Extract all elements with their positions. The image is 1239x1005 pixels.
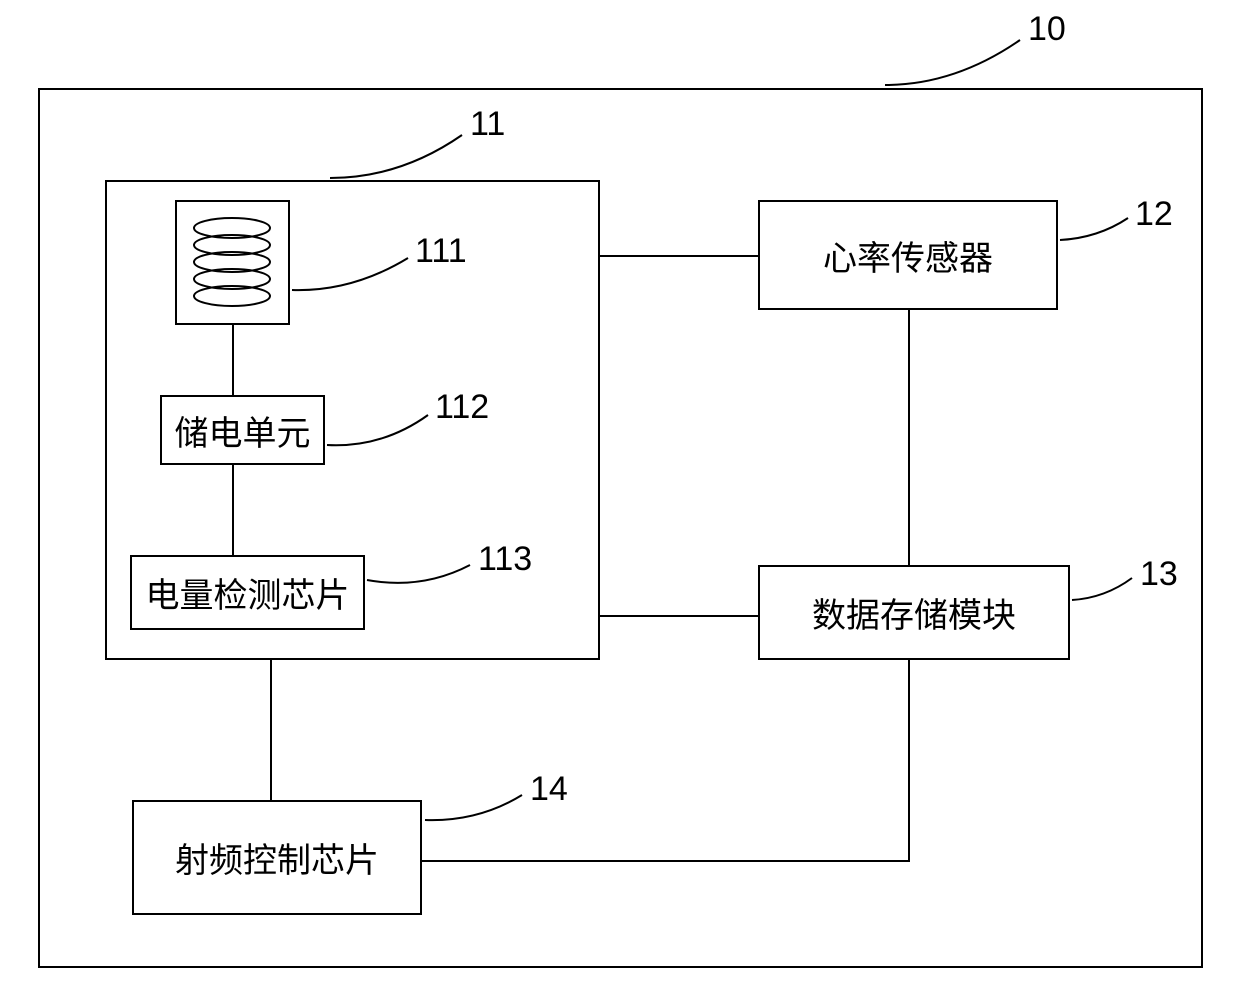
diagram-canvas: 储电单元 电量检测芯片 心率传感器 数据存储模块 射频控制芯片 10 11 11… [0,0,1239,1005]
label-111: 111 [415,232,467,271]
label-10: 10 [1028,10,1066,49]
label-12: 12 [1135,195,1173,234]
label-112: 112 [435,388,489,427]
label-11: 11 [470,105,505,144]
label-13: 13 [1140,555,1178,594]
label-113: 113 [478,540,532,579]
callout-10 [0,0,1239,1005]
label-14: 14 [530,770,568,809]
